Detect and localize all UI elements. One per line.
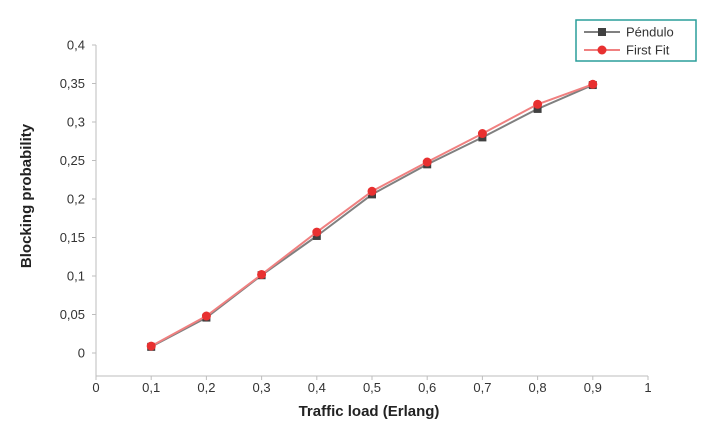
x-tick-label: 0,2 (197, 380, 215, 395)
point-first-fit (533, 99, 543, 109)
x-tick-label: 0,9 (584, 380, 602, 395)
point-first-fit (367, 186, 377, 196)
point-first-fit (477, 129, 487, 139)
legend-label-first-fit: First Fit (626, 43, 670, 58)
x-tick-label: 0 (92, 380, 99, 395)
y-tick-label: 0,35 (60, 76, 85, 91)
y-tick-label: 0,05 (60, 307, 85, 322)
x-tick-label: 0,8 (529, 380, 547, 395)
legend-marker-pendulo (598, 28, 606, 36)
x-tick-label: 0,7 (473, 380, 491, 395)
y-tick-label: 0,2 (67, 192, 85, 207)
y-axis-title: Blocking probability (18, 123, 35, 268)
series-line-first-fit (150, 83, 594, 347)
y-tick-label: 0,25 (60, 153, 85, 168)
y-tick-label: 0 (78, 346, 85, 361)
point-first-fit (257, 269, 267, 279)
x-axis-title: Traffic load (Erlang) (299, 403, 440, 420)
point-first-fit (146, 341, 156, 351)
y-tick-label: 0,1 (67, 269, 85, 284)
legend-label-pendulo: Péndulo (626, 25, 674, 40)
y-tick-label: 0,15 (60, 230, 85, 245)
point-first-fit (312, 227, 322, 237)
x-tick-label: 0,3 (253, 380, 271, 395)
y-tick-label: 0,3 (67, 115, 85, 130)
legend: Péndulo First Fit (575, 19, 697, 62)
x-tick-label: 0,6 (418, 380, 436, 395)
series-group (146, 79, 598, 351)
y-tick-label: 0,4 (67, 38, 85, 53)
x-tick-label: 0,4 (308, 380, 326, 395)
legend-box (575, 19, 697, 62)
point-first-fit (422, 157, 432, 167)
legend-marker-first-fit (597, 45, 607, 55)
point-pendulo (533, 104, 542, 113)
x-tick-label: 1 (644, 380, 651, 395)
x-tick-label: 0,1 (142, 380, 160, 395)
point-first-fit (588, 79, 598, 89)
axes-group: 0 0,05 0,1 0,15 0,2 0,25 0,3 0,35 0,4 0 0,1 0,2 0,3 0… (60, 38, 652, 396)
x-tick-label: 0,5 (363, 380, 381, 395)
point-first-fit (201, 311, 211, 321)
